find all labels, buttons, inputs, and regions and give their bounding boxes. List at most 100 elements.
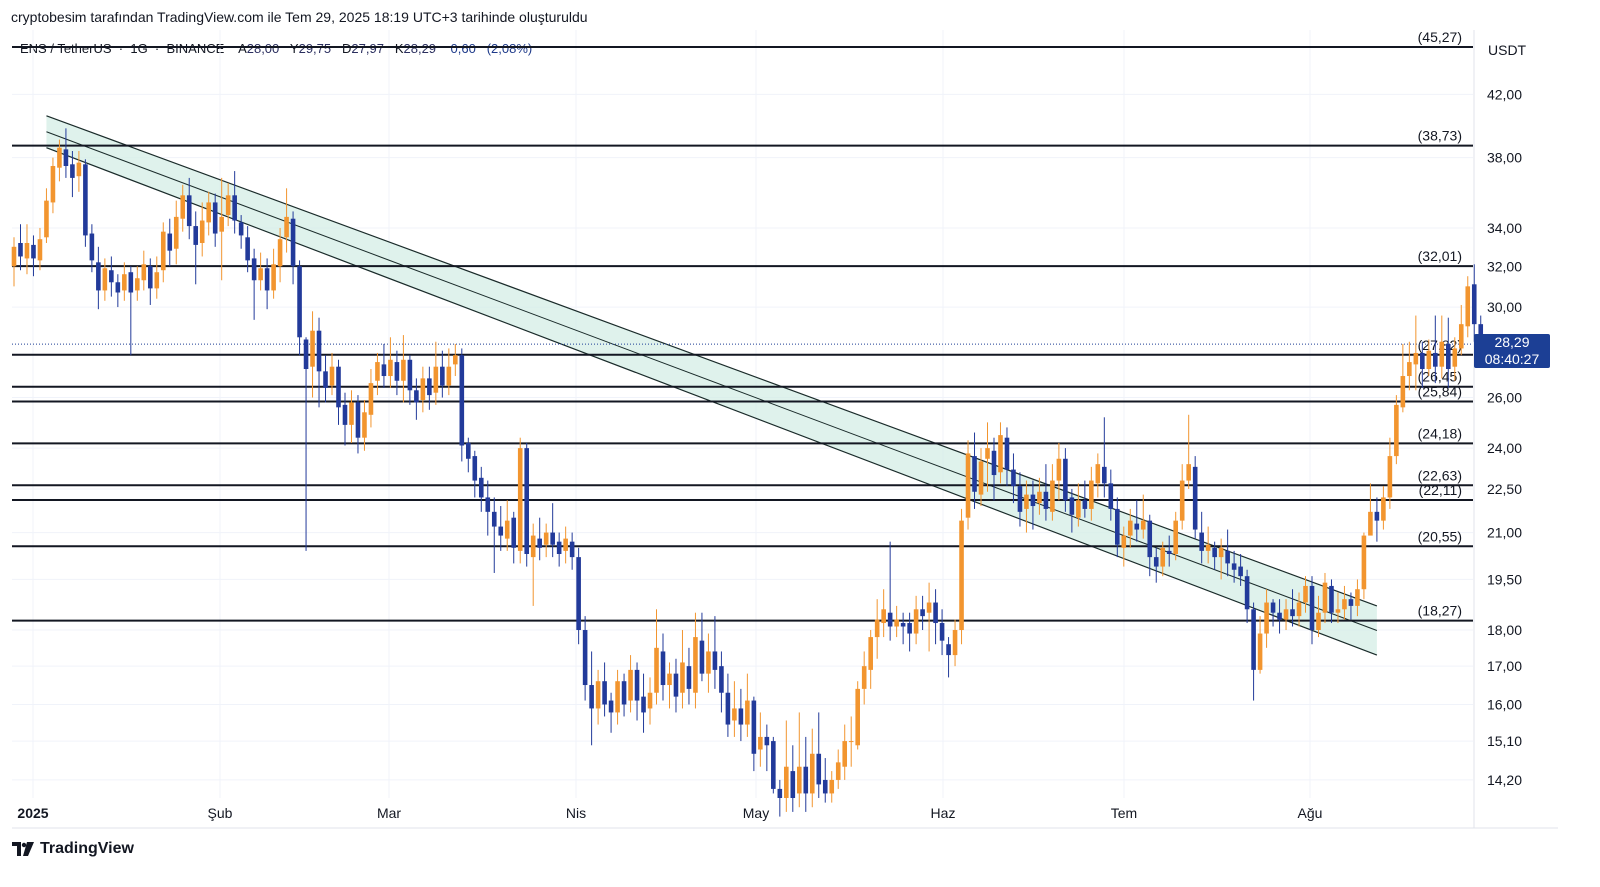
candle-body (926, 602, 932, 613)
candle (835, 749, 841, 789)
candle (258, 252, 263, 291)
candle (498, 506, 504, 551)
candle-body (517, 448, 523, 551)
candle-body (154, 272, 160, 289)
candle (50, 157, 56, 214)
candle-body (1420, 352, 1425, 370)
price-tick-label: 38,00 (1487, 150, 1522, 166)
candle (238, 215, 244, 249)
candle-body (1296, 602, 1302, 617)
candle (1056, 442, 1062, 501)
candle-body (861, 666, 867, 689)
candle-body (582, 630, 588, 686)
candle-body (186, 195, 192, 227)
time-tick-label: Haz (931, 805, 956, 821)
candle-body (193, 226, 199, 245)
candle-body (362, 412, 367, 438)
candle (771, 736, 776, 794)
candle-body (1348, 599, 1354, 606)
candle-body (939, 623, 945, 641)
candle-body (472, 456, 478, 481)
candle (647, 677, 653, 725)
symbol-info-bar: ENS / TetherUS · 1G · BINANCE A28,00 Y29… (20, 41, 533, 56)
candle (855, 681, 860, 750)
price-tick-label: 34,00 (1487, 220, 1522, 236)
candle-body (141, 264, 147, 281)
candle (446, 348, 452, 396)
candle-body (874, 619, 880, 638)
candle-body (1374, 511, 1380, 521)
candle (556, 532, 562, 567)
candle-body (147, 266, 153, 289)
price-tick-label: 21,00 (1487, 525, 1522, 541)
candle-body (70, 164, 75, 178)
candle (1407, 341, 1412, 391)
candle-body (887, 612, 893, 627)
candle-body (31, 244, 36, 259)
candle-body (952, 630, 958, 656)
candle (336, 359, 341, 425)
candle (641, 673, 646, 733)
candle (63, 128, 69, 178)
level-label: (24,18) (1418, 425, 1462, 441)
symbol-pair[interactable]: ENS / TetherUS (20, 41, 112, 56)
candle (1095, 453, 1101, 498)
candle (576, 547, 581, 645)
candle (420, 366, 426, 413)
candle (485, 480, 491, 536)
candle-body (394, 362, 400, 381)
change-value: 0,60 (450, 41, 476, 56)
candle (725, 673, 731, 737)
candle-body (459, 355, 465, 446)
candle (70, 151, 75, 198)
candle (11, 237, 17, 287)
candle (1102, 417, 1107, 498)
candle-body (530, 535, 536, 558)
candle-body (50, 165, 56, 203)
candle (978, 448, 984, 507)
candle-body (822, 779, 828, 794)
candle-body (290, 218, 296, 267)
candle (1115, 497, 1120, 558)
price-tick-label: 15,10 (1487, 733, 1522, 749)
symbol-interval[interactable]: 1G (130, 41, 148, 56)
candle (693, 612, 698, 709)
candle-body (829, 779, 835, 794)
price-axis: 42,00 38,00 34,00 32,00 30,00 26,00 24,00 22,50… (1487, 86, 1522, 788)
candle-body (264, 268, 270, 291)
candle (809, 728, 815, 808)
candle-body (835, 762, 841, 780)
tradingview-logo[interactable]: TradingView (12, 840, 134, 858)
candle-body (206, 202, 211, 223)
candle-body (738, 708, 744, 725)
candle (128, 266, 134, 356)
candle-body (128, 272, 134, 293)
candle-body (284, 216, 289, 238)
candle-body (1387, 456, 1393, 498)
candle-body (1024, 494, 1029, 509)
candle (1368, 483, 1373, 536)
candle-body (647, 692, 653, 709)
candle (1082, 480, 1088, 518)
candle-body (271, 264, 276, 291)
candle (297, 260, 302, 356)
candle (719, 651, 724, 713)
candle-body (407, 359, 413, 391)
tradingview-logo-icon (12, 842, 34, 856)
candle-body (725, 692, 731, 725)
price-tick-label: 17,00 (1487, 658, 1522, 674)
candle-body (641, 696, 646, 713)
current-price-tag: 28,29 08:40:27 (1474, 334, 1550, 369)
candle-body (1076, 500, 1081, 518)
candle-body (1439, 341, 1445, 367)
candle-body (24, 242, 30, 259)
candle (1251, 602, 1256, 701)
candle (1355, 579, 1360, 617)
candle (660, 633, 666, 701)
candle-body (855, 688, 860, 746)
candle (1069, 488, 1075, 533)
candle (440, 350, 445, 398)
candle (1374, 497, 1380, 542)
current-price-value: 28,29 (1494, 334, 1530, 351)
